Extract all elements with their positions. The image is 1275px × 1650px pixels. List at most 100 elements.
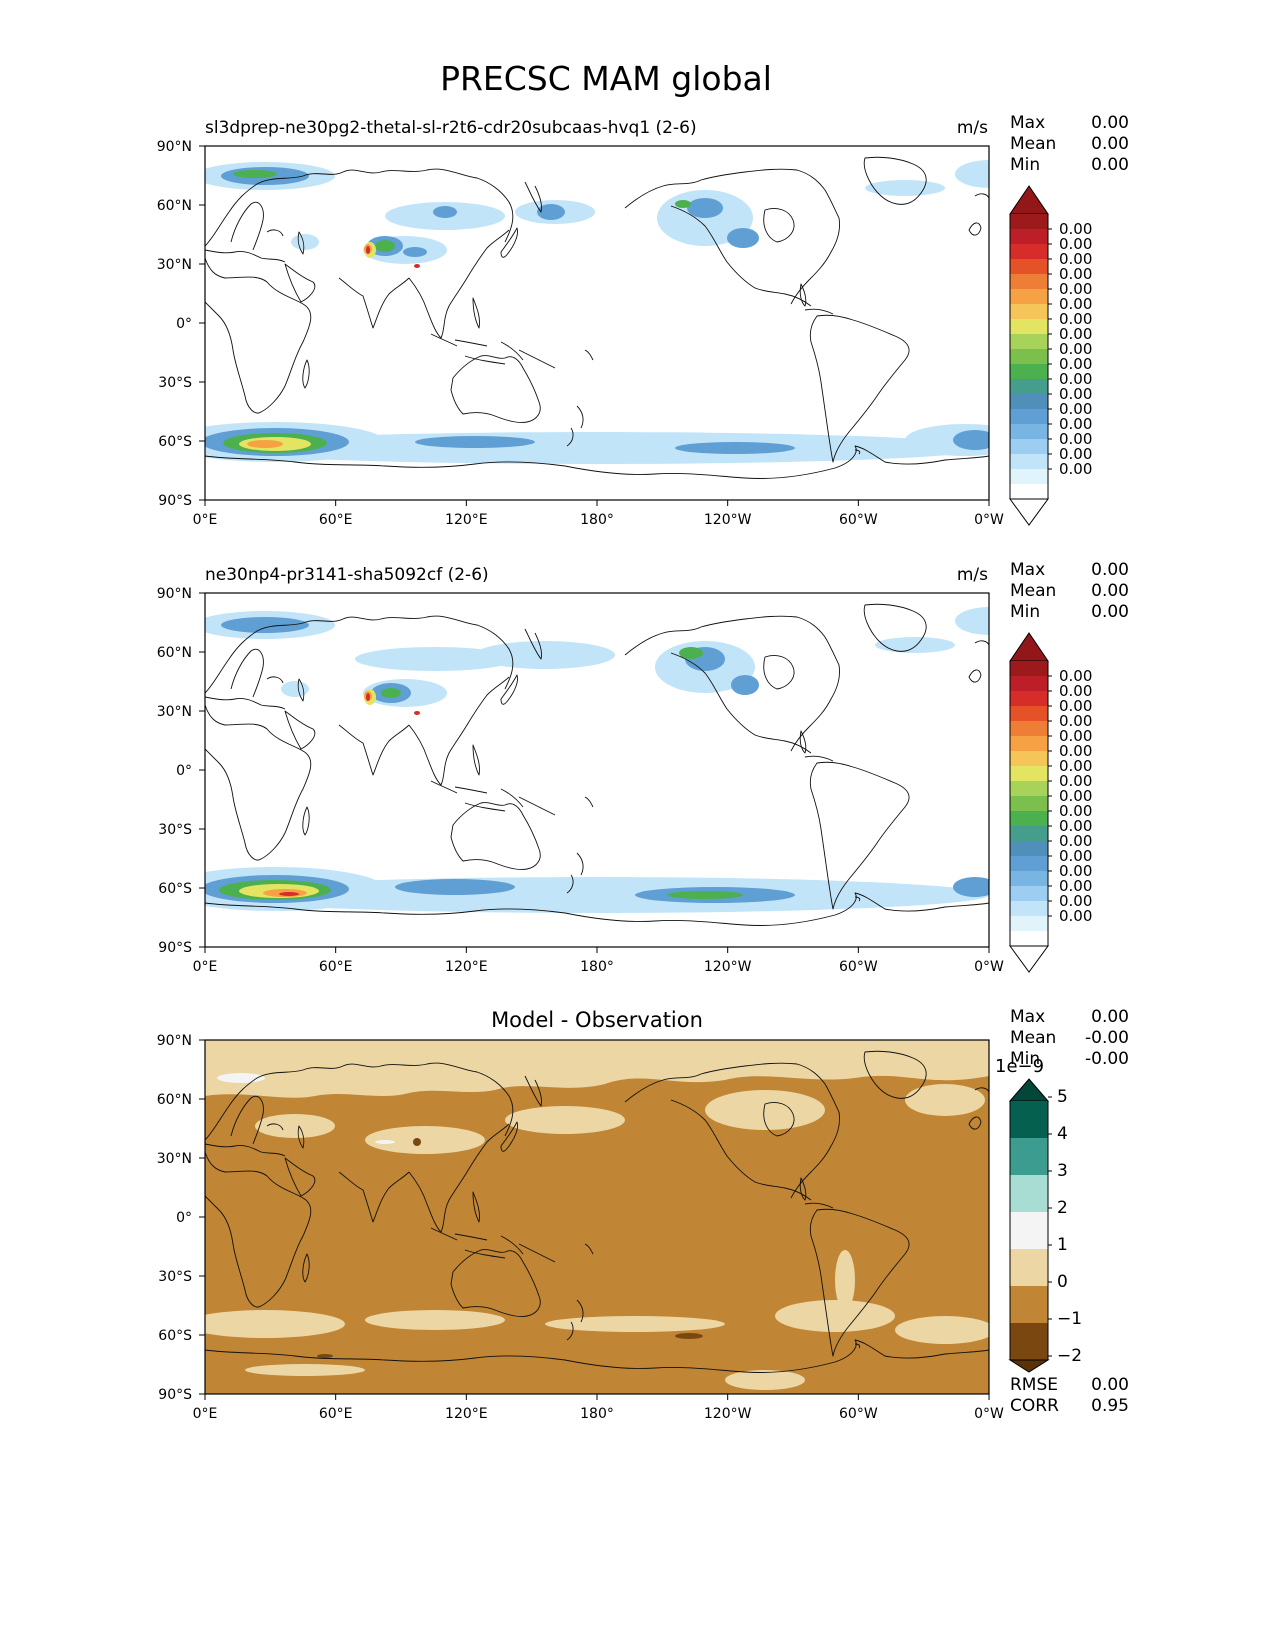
stats-block: Max 0.00 Mean 0.00 Min 0.00	[1010, 560, 1129, 622]
colorbar-segment	[1010, 916, 1048, 932]
map-area	[204, 145, 990, 501]
colorbar-segment	[1010, 901, 1048, 917]
lon-tick-label: 0°E	[193, 512, 218, 528]
lat-tick-label: 90°N	[157, 586, 192, 602]
colorbar-tick-label: 5	[1057, 1087, 1068, 1107]
colorbar-tick-label: 0.00	[1059, 235, 1092, 253]
lon-tick-label: 0°W	[974, 959, 1004, 975]
lon-tick-label: 120°E	[445, 1406, 488, 1422]
colorbar-tick-label: 3	[1057, 1161, 1068, 1181]
colorbar-tick-label: 0.00	[1059, 370, 1092, 388]
colorbar-segment	[1010, 661, 1048, 677]
panel-units: m/s	[957, 118, 988, 138]
lon-tick-label: 120°E	[445, 512, 488, 528]
colorbar-segment	[1010, 706, 1048, 722]
colorbar-segment	[1010, 1138, 1048, 1176]
colorbar-tick-label: 1	[1057, 1235, 1068, 1255]
lat-tick-label: 0°	[176, 1210, 192, 1226]
colorbar-segment	[1010, 439, 1048, 455]
colorbar-tick-label: 0.00	[1059, 832, 1092, 850]
stat-value: 0.00	[1091, 602, 1129, 622]
colorbar-segment	[1010, 454, 1048, 470]
colorbar-tick-label: 0.00	[1059, 460, 1092, 478]
stat-value: -0.00	[1085, 1028, 1129, 1048]
stat-label: Max	[1010, 113, 1045, 133]
lon-axis: 0°E 60°E 120°E 180° 120°W 60°W 0°W	[193, 947, 1004, 975]
colorbar-segment	[1010, 1323, 1048, 1361]
colorbar-tick-label: 0.00	[1059, 220, 1092, 238]
colorbar-tick-label: 0.00	[1059, 787, 1092, 805]
lon-tick-label: 120°W	[704, 959, 752, 975]
lat-tick-label: 60°S	[158, 1328, 192, 1344]
colorbar-tick-label: 0.00	[1059, 862, 1092, 880]
stat-value: -0.00	[1085, 1049, 1129, 1069]
lat-tick-label: 30°N	[157, 257, 192, 273]
colorbar-tick-label: 0.00	[1059, 802, 1092, 820]
lat-tick-label: 30°S	[158, 822, 192, 838]
colorbar-tick-label: 0.00	[1059, 265, 1092, 283]
lon-tick-label: 180°	[580, 959, 614, 975]
lon-tick-label: 60°W	[839, 512, 878, 528]
stat-value: 0.00	[1091, 581, 1129, 601]
colorbar-scale-label: 1e−9	[995, 1056, 1044, 1077]
panel-diff: Model - Observation 90°N 60°N 30°N 0° 30°S 60…	[157, 1007, 1129, 1422]
colorbar-tick-label: 0	[1057, 1272, 1068, 1292]
colorbar-segment	[1010, 736, 1048, 752]
colorbar-tick-label: 0.00	[1059, 727, 1092, 745]
panel-test: sl3dprep-ne30pg2-thetal-sl-r2t6-cdr20sub…	[157, 113, 1129, 528]
lat-tick-label: 90°S	[158, 1387, 192, 1403]
colorbar-segment	[1010, 1175, 1048, 1213]
colorbar-segment	[1010, 484, 1048, 500]
stat-label: Min	[1010, 602, 1040, 622]
colorbar-segment	[1010, 766, 1048, 782]
colorbar-tick-label: 0.00	[1059, 400, 1092, 418]
colorbar-segment	[1010, 289, 1048, 305]
stat-label: Mean	[1010, 1028, 1056, 1048]
stat-label: Max	[1010, 560, 1045, 580]
colorbar-tick-label: 0.00	[1059, 385, 1092, 403]
colorbar-segment	[1010, 691, 1048, 707]
lat-tick-label: 0°	[176, 763, 192, 779]
panel-reference: ne30np4-pr3141-sha5092cf (2-6) m/s 90°N 6…	[157, 560, 1129, 975]
colorbar-tick-label: 0.00	[1059, 847, 1092, 865]
stat-value: 0.00	[1091, 134, 1129, 154]
lon-axis: 0°E 60°E 120°E 180° 120°W 60°W 0°W	[193, 500, 1004, 528]
colorbar-segment	[1010, 1286, 1048, 1324]
lat-tick-label: 30°S	[158, 1269, 192, 1285]
colorbar-extend-low	[1009, 945, 1049, 973]
panel-title-left: ne30np4-pr3141-sha5092cf (2-6)	[205, 565, 489, 585]
colorbar-extend-low	[1009, 498, 1049, 526]
colorbar-extend-high	[1009, 185, 1049, 215]
map-area	[204, 1039, 990, 1395]
lat-tick-label: 30°N	[157, 1151, 192, 1167]
colorbar-tick-label: 0.00	[1059, 757, 1092, 775]
lon-tick-label: 60°E	[319, 1406, 353, 1422]
stat-label: Max	[1010, 1007, 1045, 1027]
panel-title-center: Model - Observation	[491, 1008, 703, 1032]
colorbar-tick-label: 0.00	[1059, 772, 1092, 790]
stat-value: 0.00	[1091, 113, 1129, 133]
colorbar-segment	[1010, 394, 1048, 410]
colorbar-segment	[1010, 229, 1048, 245]
lat-tick-label: 90°N	[157, 1033, 192, 1049]
colorbar-tick-label: 0.00	[1059, 445, 1092, 463]
lon-tick-label: 180°	[580, 1406, 614, 1422]
extra-stats: RMSE 0.00 CORR 0.95	[1010, 1375, 1129, 1416]
lat-axis: 90°N 60°N 30°N 0° 30°S 60°S 90°S	[157, 139, 205, 509]
colorbar-segment	[1010, 826, 1048, 842]
colorbar-segment	[1010, 871, 1048, 887]
lon-tick-label: 0°W	[974, 512, 1004, 528]
lat-tick-label: 60°S	[158, 434, 192, 450]
colorbar-extend-high	[1008, 1078, 1050, 1102]
colorbar-segment	[1010, 1101, 1048, 1139]
colorbar-segment	[1010, 214, 1048, 230]
stat-label: Min	[1010, 1049, 1040, 1069]
lat-tick-label: 90°S	[158, 493, 192, 509]
stat-value: 0.00	[1091, 560, 1129, 580]
lat-axis: 90°N 60°N 30°N 0° 30°S 60°S 90°S	[157, 586, 205, 956]
colorbar-segment	[1010, 319, 1048, 335]
stat-value: 0.00	[1091, 155, 1129, 175]
colorbar-precip: 0.000.000.000.000.000.000.000.000.000.00…	[1009, 632, 1092, 973]
colorbar-segment	[1010, 841, 1048, 857]
